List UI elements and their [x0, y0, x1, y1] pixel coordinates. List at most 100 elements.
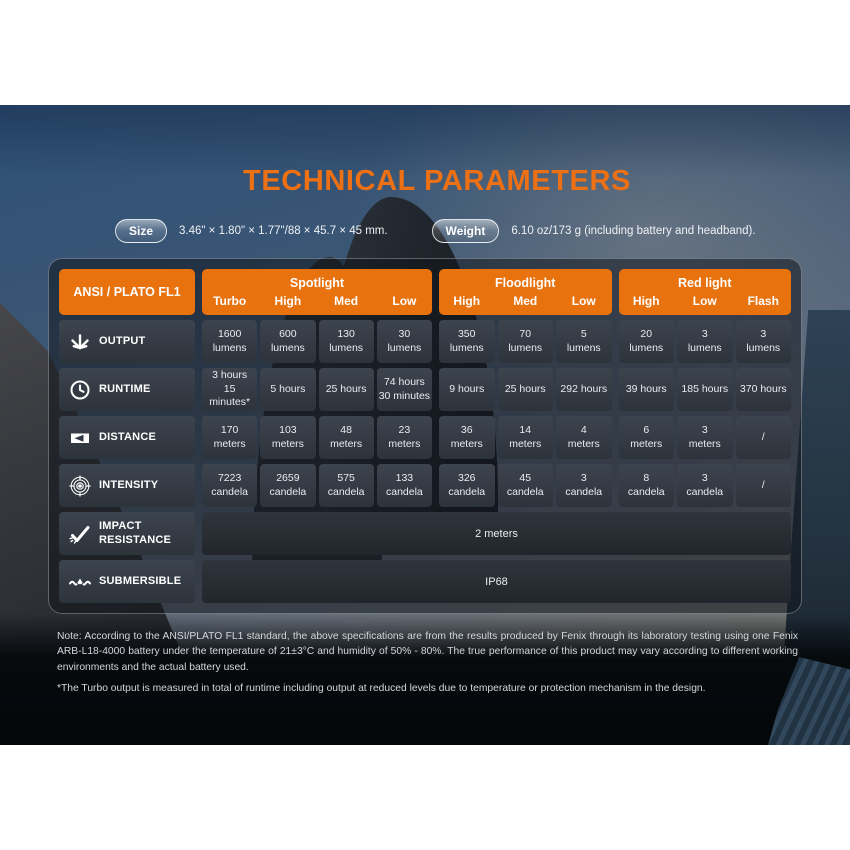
- spec-cell-intensity-spotlight-low: 133 candela: [376, 464, 432, 507]
- cell-group-distance-spotlight: 170 meters 103 meters 48 meters 23 meters: [202, 416, 432, 459]
- spec-cell-output-floodlight-low: 5 lumens: [556, 320, 612, 363]
- spec-cell-output-red-light-high: 20 lumens: [618, 320, 674, 363]
- column-header-spotlight-high: High: [274, 294, 302, 308]
- row-label-cell-submersible: SUBMERSIBLE: [59, 560, 195, 603]
- spec-row-submersible: SUBMERSIBLE IP68: [59, 560, 791, 603]
- spec-table-panel: ANSI / PLATO FL1 Spotlight Turbo High Med Lo…: [48, 258, 802, 614]
- row-label-impact-resistance: IMPACT RESISTANCE: [99, 519, 172, 546]
- page-title: TECHNICAL PARAMETERS: [243, 165, 631, 197]
- column-group-red-light: Red light High Low Flash: [618, 269, 792, 315]
- footnotes: Note: According to the ANSI/PLATO FL1 st…: [57, 629, 798, 703]
- spec-row-distance: DISTANCE 170 meters 103 meters 48 meters 23 …: [59, 416, 791, 459]
- spec-cell-output-red-light-low: 3 lumens: [677, 320, 733, 363]
- cell-group-runtime-floodlight: 9 hours 25 hours 292 hours: [439, 368, 612, 411]
- spec-cell-intensity-floodlight-low: 3 candela: [556, 464, 612, 507]
- row-label-cell-impact-resistance: IMPACT RESISTANCE: [59, 512, 195, 555]
- row-label-intensity: INTENSITY: [99, 478, 159, 491]
- size-badge: Size: [115, 219, 168, 243]
- spec-cell-runtime-red-light-low: 185 hours: [677, 368, 733, 411]
- row-label-cell-runtime: RUNTIME: [59, 368, 195, 411]
- row-label-cell-output: OUTPUT: [59, 320, 195, 363]
- cell-group-runtime-red-light: 39 hours 185 hours 370 hours: [618, 368, 791, 411]
- forest-silhouette: [0, 613, 850, 745]
- runtime-icon: [68, 378, 92, 402]
- row-label-submersible: SUBMERSIBLE: [99, 574, 182, 587]
- spec-cell-distance-floodlight-med: 14 meters: [497, 416, 553, 459]
- spec-cell-output-red-light-flash: 3 lumens: [735, 320, 791, 363]
- cell-group-distance-floodlight: 36 meters 14 meters 4 meters: [439, 416, 612, 459]
- column-header-floodlight-high: High: [453, 294, 481, 308]
- size-weight-row: Size 3.46" × 1.80" × 1.77"/88 × 45.7 × 4…: [115, 219, 756, 243]
- column-header-red-light-high: High: [632, 294, 660, 308]
- table-corner-header: ANSI / PLATO FL1: [59, 269, 195, 315]
- spec-cell-intensity-floodlight-med: 45 candela: [497, 464, 553, 507]
- group-subheader-spotlight: Turbo High Med Low: [202, 294, 432, 308]
- cell-group-runtime-spotlight: 3 hours 15 minutes* 5 hours 25 hours 74 hou…: [202, 368, 432, 411]
- group-title-red-light: Red light: [678, 276, 732, 290]
- spec-cell-distance-floodlight-low: 4 meters: [556, 416, 612, 459]
- spec-cell-runtime-spotlight-low: 74 hours 30 minutes: [376, 368, 432, 411]
- spec-cell-distance-spotlight-low: 23 meters: [376, 416, 432, 459]
- spec-cell-intensity-red-light-flash: /: [735, 464, 791, 507]
- table-header-row: ANSI / PLATO FL1 Spotlight Turbo High Med Lo…: [59, 269, 791, 315]
- footnote-turbo: *The Turbo output is measured in total o…: [57, 683, 706, 695]
- output-icon: [68, 330, 92, 354]
- spec-cell-intensity-spotlight-med: 575 candela: [318, 464, 374, 507]
- column-header-red-light-low: Low: [692, 294, 717, 308]
- spec-cell-intensity-red-light-high: 8 candela: [618, 464, 674, 507]
- spec-cell-distance-red-light-flash: /: [735, 416, 791, 459]
- spec-row-impact-resistance: IMPACT RESISTANCE 2 meters: [59, 512, 791, 555]
- spec-cell-runtime-spotlight-high: 5 hours: [260, 368, 316, 411]
- spec-cell-distance-red-light-low: 3 meters: [677, 416, 733, 459]
- spec-cell-runtime-spotlight-med: 25 hours: [318, 368, 374, 411]
- spec-cell-runtime-floodlight-high: 9 hours: [439, 368, 495, 411]
- span-cell-impact-resistance: 2 meters: [202, 512, 791, 555]
- weight-badge: Weight: [431, 219, 500, 243]
- column-group-floodlight: Floodlight High Med Low: [439, 269, 612, 315]
- spec-cell-output-spotlight-turbo: 1600 lumens: [202, 320, 258, 363]
- spec-cell-intensity-red-light-low: 3 candela: [677, 464, 733, 507]
- row-label-distance: DISTANCE: [99, 430, 157, 443]
- cell-group-distance-red-light: 6 meters 3 meters /: [618, 416, 791, 459]
- spec-row-output: OUTPUT 1600 lumens 600 lumens 130 lumens 30 …: [59, 320, 791, 363]
- intensity-icon: [68, 474, 92, 498]
- cell-group-intensity-red-light: 8 candela 3 candela /: [618, 464, 791, 507]
- spec-cell-output-floodlight-med: 70 lumens: [497, 320, 553, 363]
- spec-cell-runtime-red-light-flash: 370 hours: [735, 368, 791, 411]
- row-label-cell-distance: DISTANCE: [59, 416, 195, 459]
- spec-cell-runtime-floodlight-low: 292 hours: [556, 368, 612, 411]
- column-header-spotlight-turbo: Turbo: [213, 294, 247, 308]
- column-header-floodlight-med: Med: [513, 294, 538, 308]
- spec-cell-distance-spotlight-med: 48 meters: [318, 416, 374, 459]
- spec-cell-distance-spotlight-turbo: 170 meters: [202, 416, 258, 459]
- row-label-output: OUTPUT: [99, 334, 146, 347]
- footnote-standard: Note: According to the ANSI/PLATO FL1 st…: [57, 631, 798, 673]
- sky-top-shade: [0, 105, 850, 177]
- cell-group-output-red-light: 20 lumens 3 lumens 3 lumens: [618, 320, 791, 363]
- spec-cell-distance-floodlight-high: 36 meters: [439, 416, 495, 459]
- spec-cell-intensity-floodlight-high: 326 candela: [439, 464, 495, 507]
- spec-cell-intensity-spotlight-turbo: 7223 candela: [202, 464, 258, 507]
- impact-icon: [68, 522, 92, 546]
- spec-cell-distance-red-light-high: 6 meters: [618, 416, 674, 459]
- spec-cell-output-spotlight-med: 130 lumens: [318, 320, 374, 363]
- spec-cell-output-spotlight-low: 30 lumens: [376, 320, 432, 363]
- column-header-spotlight-med: Med: [334, 294, 359, 308]
- size-value: 3.46" × 1.80" × 1.77"/88 × 45.7 × 45 mm.: [179, 225, 388, 237]
- group-title-spotlight: Spotlight: [289, 276, 345, 290]
- background-photo: TECHNICAL PARAMETERS Size 3.46" × 1.80" …: [0, 105, 850, 745]
- row-label-cell-intensity: INTENSITY: [59, 464, 195, 507]
- cell-group-intensity-floodlight: 326 candela 45 candela 3 candela: [439, 464, 612, 507]
- spec-cell-runtime-red-light-high: 39 hours: [618, 368, 674, 411]
- group-title-floodlight: Floodlight: [495, 276, 556, 290]
- column-header-spotlight-low: Low: [392, 294, 417, 308]
- cell-group-intensity-spotlight: 7223 candela 2659 candela 575 candela 133 c…: [202, 464, 432, 507]
- column-header-red-light-flash: Flash: [747, 294, 779, 308]
- column-header-floodlight-low: Low: [571, 294, 596, 308]
- spec-cell-runtime-floodlight-med: 25 hours: [497, 368, 553, 411]
- spec-cell-distance-spotlight-high: 103 meters: [260, 416, 316, 459]
- row-label-runtime: RUNTIME: [99, 382, 151, 395]
- group-subheader-red-light: High Low Flash: [619, 294, 792, 308]
- spec-cell-output-floodlight-high: 350 lumens: [439, 320, 495, 363]
